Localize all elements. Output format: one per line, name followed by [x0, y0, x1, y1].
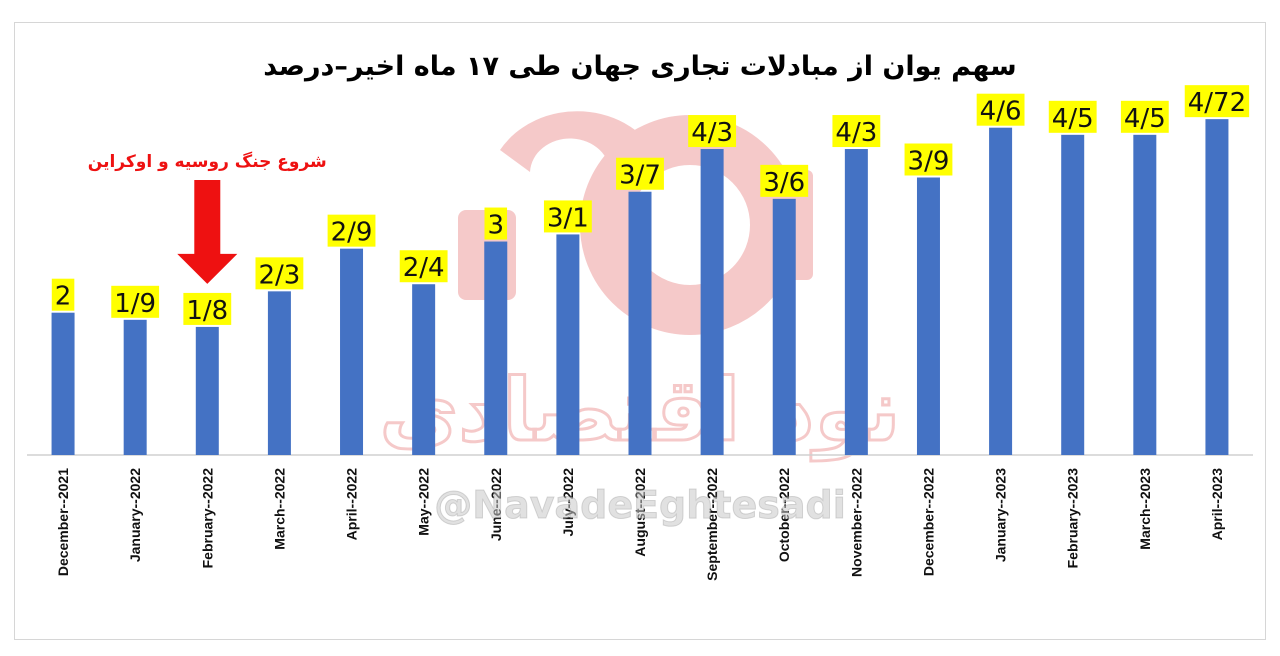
x-tick-label: July--2022: [560, 468, 576, 537]
bar-april-2022: [340, 248, 364, 455]
data-label-bg: [111, 285, 160, 318]
bar-january-2023: [989, 127, 1013, 455]
chart-title: سهم یوان از مبادلات تجاری جهان طی ۱۷ ماه…: [263, 51, 1016, 82]
annotation-arrow: [177, 180, 238, 284]
bar-november-2022: [844, 149, 868, 456]
bar-june-2022: [484, 241, 508, 455]
data-label: 4/5: [1052, 104, 1094, 134]
data-labels-group: 2 1/9 1/8 2/3 2/9 2/4 3 3/1 3/7 4/3 3/6 4/3 3/9 4/6 4/…: [51, 85, 1250, 326]
data-label: 4/6: [980, 97, 1022, 127]
bar-march-2022: [267, 291, 291, 455]
x-tick-label: December--2021: [55, 468, 71, 576]
data-label-bg: [976, 93, 1025, 126]
bar-february-2023: [1061, 134, 1085, 456]
data-label-bg: [832, 115, 881, 148]
bar-august-2022: [628, 191, 652, 455]
bar-january-2022: [123, 319, 147, 455]
bar-may-2022: [412, 284, 436, 455]
bar-march-2023: [1133, 134, 1157, 456]
data-label: 2: [55, 282, 72, 312]
data-label-bg: [543, 200, 592, 233]
data-label: 3/7: [619, 161, 661, 191]
x-tick-label: October--2022: [776, 468, 792, 562]
data-label: 4/5: [1124, 104, 1166, 134]
x-tick-label: January--2022: [127, 468, 143, 562]
data-label-bg: [904, 143, 953, 176]
data-label: 2/3: [258, 260, 300, 290]
data-label: 3/9: [908, 147, 950, 177]
data-label: 3/1: [547, 203, 589, 233]
bar-december-2021: [51, 312, 75, 455]
bar-december-2022: [916, 177, 940, 455]
data-label: 1/8: [186, 296, 228, 326]
watermark-handle: @NavadeEghtesadi: [434, 483, 845, 527]
data-label: 2/4: [403, 253, 445, 283]
bar-february-2022: [195, 326, 219, 455]
data-label-bg: [327, 214, 376, 247]
bars-group: [51, 119, 1229, 456]
data-label-bg: [183, 292, 232, 325]
data-label-bg: [399, 250, 448, 283]
x-tick-label: May--2022: [416, 468, 432, 536]
x-tick-label: March--2022: [271, 468, 287, 550]
x-tick-label: June--2022: [488, 468, 504, 541]
x-tick-label: January--2023: [993, 468, 1009, 562]
data-label-bg: [1048, 100, 1097, 133]
data-label: 4/72: [1188, 88, 1246, 118]
x-tick-label: September--2022: [704, 468, 720, 581]
data-label-bg: [1120, 100, 1169, 133]
bar-september-2022: [700, 149, 724, 456]
annotation-text: شروع جنگ روسیه و اوکراین: [88, 151, 327, 172]
x-tick-label: April--2023: [1209, 468, 1225, 541]
x-tick-label: December--2022: [920, 468, 936, 576]
data-label-bg: [484, 207, 508, 240]
data-label: 4/3: [691, 118, 733, 148]
data-label-bg: [255, 257, 304, 290]
x-tick-label: August--2022: [632, 468, 648, 557]
data-label-bg: [688, 115, 737, 148]
x-tick-label: November--2022: [848, 468, 864, 577]
data-label: 3/6: [763, 168, 805, 198]
data-label-bg: [760, 164, 809, 197]
bar-april-2023: [1205, 119, 1229, 456]
bar-october-2022: [772, 198, 796, 455]
data-label: 2/9: [331, 218, 373, 248]
data-label-bg: [616, 157, 664, 190]
annotation-group: شروع جنگ روسیه و اوکراین: [88, 151, 327, 284]
x-tick-label: March--2023: [1137, 468, 1153, 550]
x-tick-labels-group: December--2021 January--2022 February--202…: [55, 468, 1225, 581]
data-label: 1/9: [114, 289, 156, 319]
data-label: 3: [487, 211, 504, 241]
x-tick-label: April--2022: [344, 468, 360, 541]
x-tick-label: February--2023: [1065, 468, 1081, 569]
data-label: 4/3: [835, 118, 877, 148]
data-label-bg: [1184, 85, 1250, 118]
data-label-bg: [51, 278, 75, 311]
x-tick-label: February--2022: [199, 468, 215, 569]
bar-july-2022: [556, 234, 580, 455]
